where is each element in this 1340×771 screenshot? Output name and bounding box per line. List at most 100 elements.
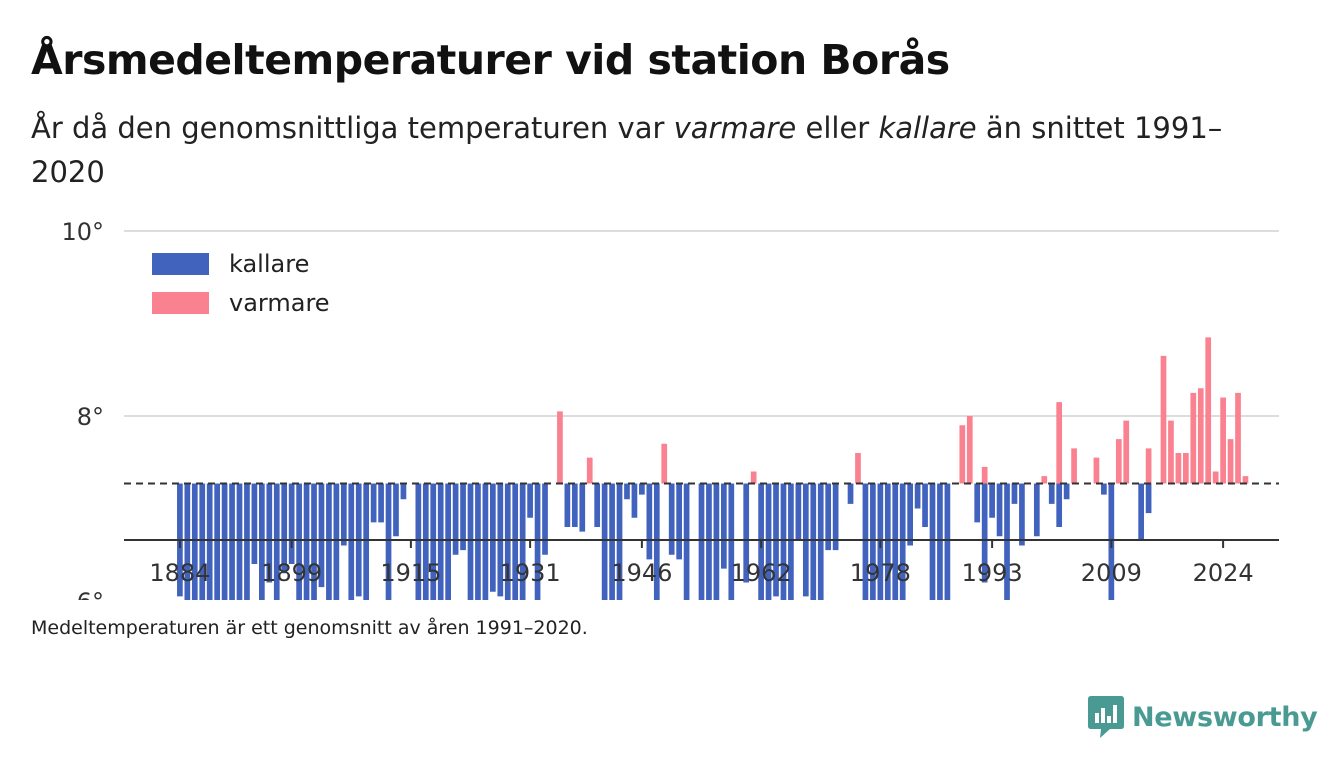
legend-label-kallare: kallare	[229, 250, 309, 278]
bar-kallare	[571, 483, 578, 527]
bar-kallare	[1048, 483, 1055, 504]
bar-varmare	[1205, 337, 1212, 484]
bar-kallare	[214, 483, 220, 600]
bar-kallare	[296, 483, 302, 600]
bar-kallare	[698, 483, 705, 600]
y-tick-label: 10°	[61, 218, 104, 246]
x-tick-label: 1899	[261, 559, 322, 587]
bar-kallare	[832, 483, 839, 551]
footnote: Medeltemperaturen är ett genomsnitt av å…	[31, 617, 588, 639]
bar-kallare	[519, 483, 526, 600]
bar-kallare	[884, 483, 891, 600]
bar-kallare	[303, 483, 310, 600]
bar-kallare	[273, 483, 280, 600]
bar-kallare	[1138, 483, 1144, 541]
bar-kallare	[1145, 483, 1152, 514]
bar-kallare	[422, 483, 429, 600]
x-tick-label: 1946	[611, 559, 672, 587]
bar-kallare	[370, 483, 377, 523]
bar-kallare	[542, 483, 548, 555]
bar-kallare	[631, 483, 638, 518]
legend-swatch-varmare	[152, 292, 209, 314]
bar-kallare	[318, 483, 325, 588]
bar-kallare	[795, 483, 802, 541]
bar-kallare	[788, 483, 794, 600]
bar-varmare	[1235, 392, 1241, 484]
bar-kallare	[810, 483, 817, 600]
bar-varmare	[1227, 439, 1234, 484]
bar-kallare	[646, 483, 653, 560]
bar-varmare	[1041, 476, 1048, 484]
bar-kallare	[311, 483, 317, 600]
brand: Newsworthy	[1088, 696, 1318, 738]
bar-kallare	[378, 483, 384, 523]
bar-kallare	[236, 483, 243, 600]
bar-kallare	[229, 483, 235, 600]
bar-kallare	[899, 483, 906, 600]
bar-varmare	[855, 453, 861, 484]
bar-kallare	[817, 483, 824, 600]
bar-kallare	[199, 483, 206, 600]
bar-varmare	[966, 416, 973, 484]
bar-kallare	[780, 483, 787, 600]
bar-kallare	[452, 483, 459, 555]
bar-kallare	[467, 483, 474, 600]
legend-label-varmare: varmare	[229, 289, 330, 317]
bar-kallare	[490, 483, 496, 592]
bar-kallare	[534, 483, 541, 600]
bar-kallare	[847, 483, 854, 504]
subtitle-part-3: än snittet 1991–2020	[31, 111, 1223, 189]
bar-kallare	[288, 483, 295, 564]
bar-kallare	[1004, 483, 1010, 600]
page-title: Årsmedeltemperaturer vid station Borås	[31, 36, 950, 84]
bar-kallare	[206, 483, 213, 600]
bar-varmare	[1071, 448, 1077, 484]
bar-varmare	[1212, 471, 1219, 484]
bar-kallare	[564, 483, 571, 527]
bar-kallare	[1056, 483, 1063, 527]
bar-kallare	[184, 483, 191, 600]
bar-kallare	[437, 483, 444, 600]
bar-kallare	[713, 483, 720, 600]
x-tick-label: 1931	[500, 559, 561, 587]
bar-kallare	[624, 483, 630, 500]
bar-varmare	[959, 425, 966, 484]
chart-subtitle: År då den genomsnittliga temperaturen va…	[31, 106, 1271, 194]
bar-kallare	[1011, 483, 1018, 504]
bar-kallare	[989, 483, 995, 518]
bar-varmare	[1056, 402, 1063, 484]
x-tick-label: 1915	[380, 559, 441, 587]
subtitle-warm-word: varmare	[673, 111, 797, 145]
bar-kallare	[512, 483, 519, 600]
bar-varmare	[1183, 453, 1189, 484]
bar-kallare	[870, 483, 876, 600]
bar-kallare	[348, 483, 355, 600]
y-tick-label: 6°	[77, 588, 104, 600]
bar-kallare	[333, 483, 340, 600]
legend: kallare varmare	[142, 242, 346, 324]
bar-kallare	[929, 483, 936, 600]
subtitle-part-2: eller	[796, 111, 879, 145]
bar-kallare	[1101, 483, 1107, 495]
grid-layer	[124, 230, 1279, 417]
bar-kallare	[594, 483, 601, 527]
bar-kallare	[415, 483, 422, 600]
bar-kallare	[579, 483, 586, 532]
bar-kallare	[892, 483, 899, 600]
bar-kallare	[974, 483, 981, 523]
bar-kallare	[944, 483, 951, 600]
bar-varmare	[1242, 476, 1249, 484]
x-tick-label: 1962	[731, 559, 792, 587]
bar-varmare	[1197, 388, 1204, 484]
bar-kallare	[721, 483, 727, 569]
x-tick-label: 1993	[962, 559, 1023, 587]
bars-layer	[177, 337, 1249, 600]
bar-varmare	[1115, 439, 1122, 484]
bar-kallare	[981, 483, 988, 583]
bar-kallare	[504, 483, 511, 600]
brand-name: Newsworthy	[1132, 701, 1318, 733]
bar-varmare	[750, 471, 757, 484]
bar-kallare	[683, 483, 690, 600]
bar-kallare	[482, 483, 489, 600]
bar-kallare	[743, 483, 750, 583]
